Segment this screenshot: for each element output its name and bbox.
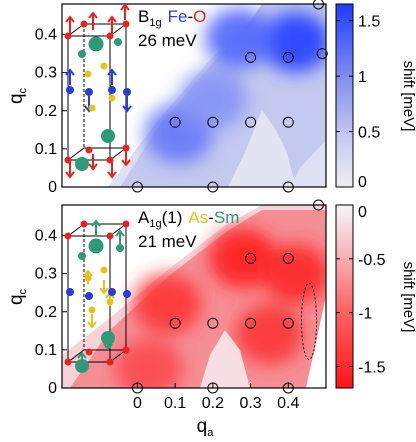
bottom-energy-label: 21 meV [138,232,197,251]
colorbar-tick-label: 0.5 [358,125,380,142]
bottom-crystal-structure-image [64,219,131,373]
measured-point [207,116,219,128]
top-colorbar-label: shift [meV] [400,61,416,132]
top-panel: 0 0.1 0.2 0.3 0.4 qc [6,0,416,196]
y-tick-label: 0 [48,179,57,196]
y-tick-label: 0.4 [35,228,57,245]
heatmap-blob [114,338,183,388]
bottom-y-axis-label: qc [6,288,29,305]
bottom-heatmap-blobs [114,228,326,388]
y-tick-label: 0.3 [35,65,57,82]
top-colorbar [335,3,354,188]
top-light-band [228,110,296,187]
bottom-x-axis-label: qa [197,416,215,439]
bottom-annotation-ellipse [300,282,318,360]
bottom-y-ticks: 0 0.1 0.2 0.3 0.4 [35,228,67,397]
y-tick-label: 0.1 [35,342,57,359]
colorbar-tick-label: -0.5 [358,252,386,269]
y-tick-label: 0.4 [35,27,57,44]
heatmap-blob [261,243,326,304]
top-y-ticks: 0 0.1 0.2 0.3 0.4 [35,27,67,196]
colorbar-tick-label: -1.5 [358,359,386,376]
colorbar-tick-label: 0 [358,174,367,191]
bottom-colorbar-ticks: 0 -0.5 -1 -1.5 [336,204,386,376]
x-tick-label: 0.3 [239,395,261,412]
top-heatmap-blobs [144,8,326,164]
measured-point [245,51,257,63]
measured-point [245,317,257,329]
measured-point [207,317,219,329]
heatmap-blob [178,69,247,130]
bottom-plot-frame [61,204,327,389]
top-energy-label: 26 meV [138,31,197,50]
top-mode-label: B1g Fe-O [138,7,206,29]
measured-point [282,116,294,128]
bottom-light-band [200,330,250,388]
colorbar-tick-label: 0 [358,204,367,221]
measured-point [282,252,294,264]
measured-point [169,116,181,128]
bottom-x-ticks: 0 0.1 0.2 0.3 0.4 [133,383,300,412]
bottom-panel: 0 0.1 0.2 0.3 0.4 0 0.1 0.2 0.3 0.4 qc qa [6,199,416,439]
measured-point [282,51,294,63]
x-tick-label: 0 [133,395,142,412]
top-atoms [64,20,131,171]
heatmap-blob [209,228,278,289]
top-plot-frame [61,3,327,188]
measured-point [245,116,257,128]
x-tick-label: 0.1 [164,395,186,412]
top-colorbar-ticks: 0 0.5 1 1.5 [336,14,380,191]
top-crystal-structure-image [64,3,132,179]
bottom-colorbar [335,204,354,389]
y-tick-label: 0 [48,380,57,397]
measured-point [245,252,257,264]
measured-point [282,317,294,329]
top-y-axis-label: qc [6,87,29,104]
measured-point [316,48,328,60]
colorbar-tick-label: 1 [358,69,367,86]
x-tick-label: 0.4 [277,395,299,412]
y-tick-label: 0.2 [35,304,57,321]
heatmap-blob [235,304,304,365]
bottom-mode-label: A1g(1) As-Sm [138,208,239,230]
colorbar-tick-label: -1 [358,306,372,323]
bottom-measured-points [131,199,324,394]
x-tick-label: 0.2 [202,395,224,412]
y-tick-label: 0.2 [35,103,57,120]
y-tick-label: 0.3 [35,266,57,283]
measured-point [169,317,181,329]
y-tick-label: 0.1 [35,141,57,158]
bottom-colorbar-label: shift [meV] [400,262,416,333]
heatmap-blob [133,274,202,335]
colorbar-tick-label: 1.5 [358,14,380,31]
heatmap-blob [261,12,326,73]
top-arrows [65,3,132,179]
heatmap-blob [205,8,274,69]
bottom-atoms [64,220,131,373]
